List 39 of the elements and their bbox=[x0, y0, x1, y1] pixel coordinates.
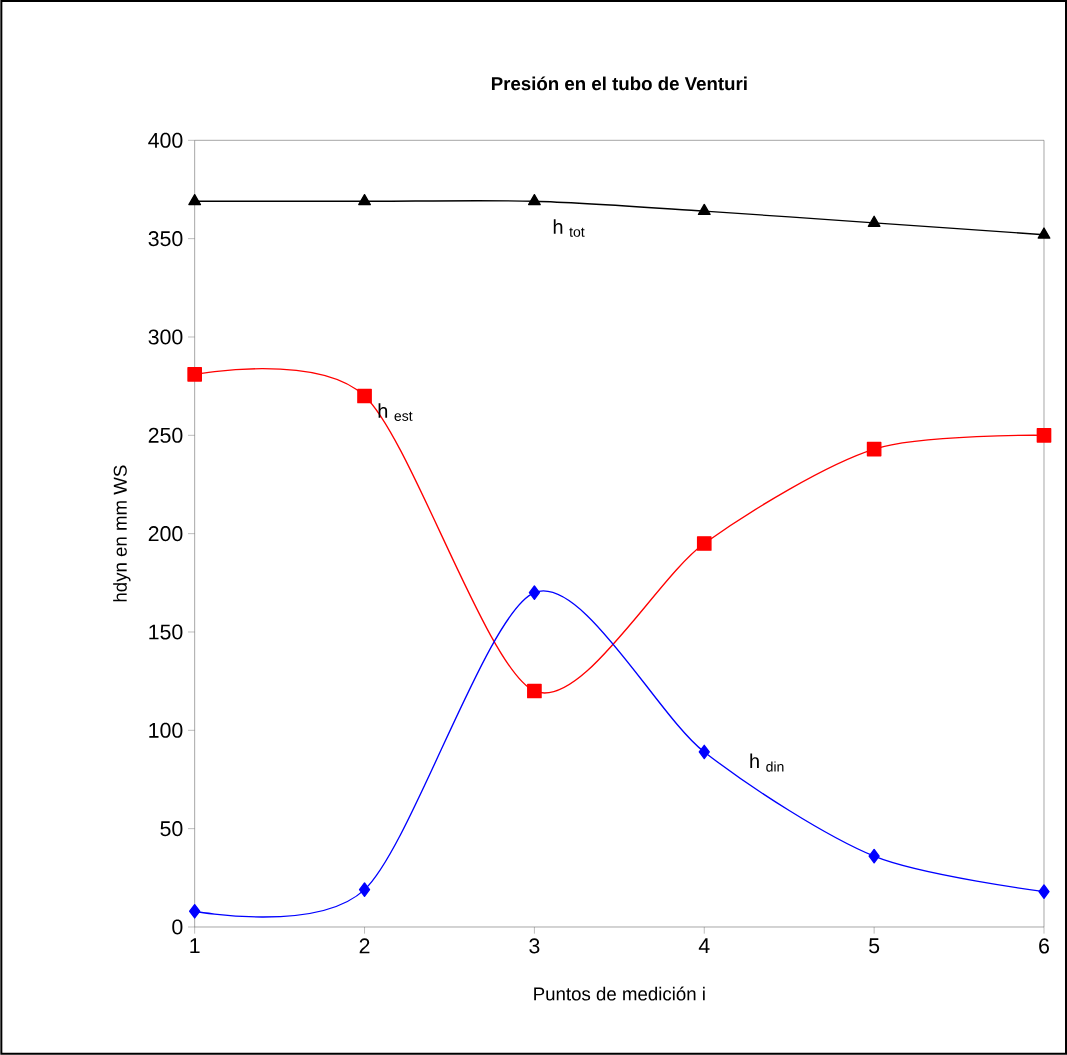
y-tick-label: 50 bbox=[160, 821, 183, 837]
y-tick-label: 200 bbox=[148, 526, 183, 542]
point bbox=[527, 683, 542, 699]
point bbox=[696, 536, 712, 551]
y-tick-label: 350 bbox=[148, 231, 183, 247]
point bbox=[1037, 227, 1051, 239]
point bbox=[357, 388, 372, 404]
point bbox=[1038, 884, 1050, 899]
point bbox=[358, 882, 371, 897]
point bbox=[697, 203, 711, 216]
point bbox=[358, 193, 371, 206]
y-tick-label: 100 bbox=[149, 722, 183, 738]
y-axis-title: hdyn en mm WS bbox=[113, 465, 131, 602]
x-tick-label: 3 bbox=[529, 938, 540, 954]
point bbox=[187, 367, 203, 382]
point bbox=[528, 585, 541, 600]
point bbox=[868, 848, 880, 864]
y-tick-label: 400 bbox=[148, 132, 183, 148]
point bbox=[189, 903, 201, 919]
x-tick-label: 1 bbox=[190, 938, 200, 954]
x-tick-label: 2 bbox=[359, 938, 370, 954]
y-tick-label: 0 bbox=[172, 919, 183, 935]
x-axis-title: Puntos de medición i bbox=[534, 986, 705, 1001]
y-tick-label: 150 bbox=[149, 624, 183, 640]
point bbox=[866, 441, 882, 457]
point bbox=[527, 193, 541, 206]
x-tick-label: 5 bbox=[869, 938, 880, 954]
chart-title: Presión en el tubo de Venturi bbox=[491, 76, 747, 91]
y-tick-label: 300 bbox=[148, 329, 183, 345]
point bbox=[698, 744, 710, 760]
y-tick-label: 250 bbox=[148, 427, 183, 443]
point bbox=[867, 215, 881, 227]
series-label: h $_{est}$ bbox=[378, 403, 413, 421]
point bbox=[1036, 427, 1052, 443]
point bbox=[188, 193, 202, 206]
series-label: h $_{din}$ bbox=[750, 753, 784, 772]
x-tick-label: 4 bbox=[698, 938, 710, 954]
x-tick-label: 6 bbox=[1039, 938, 1049, 954]
series-label: h $_{tot}$ bbox=[553, 219, 585, 237]
